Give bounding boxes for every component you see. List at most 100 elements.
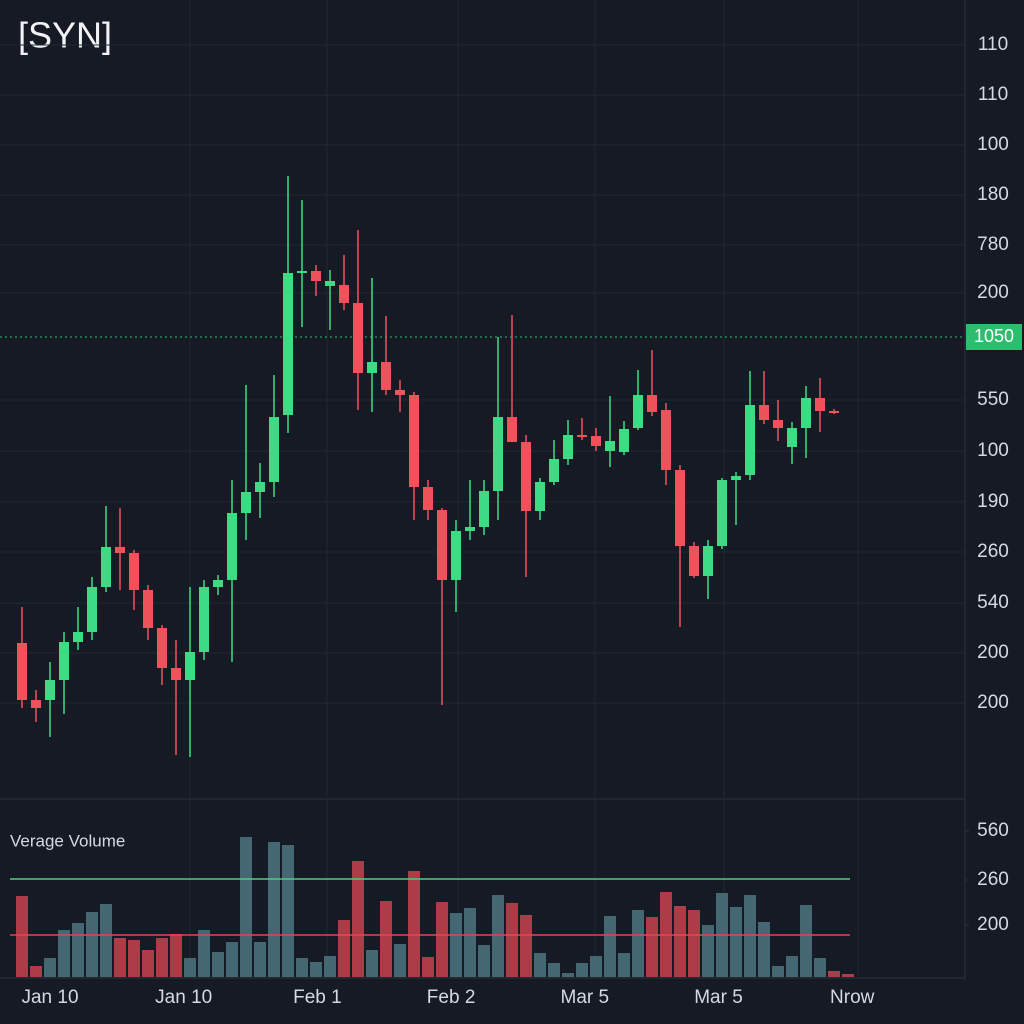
volume-bar [240, 837, 252, 977]
candle-body [479, 491, 489, 527]
y-tick-label: 190 [977, 491, 1009, 512]
volume-bar [114, 938, 126, 977]
candle-body [227, 513, 237, 580]
x-tick-label: Feb 2 [427, 987, 476, 1008]
candle-body [325, 281, 335, 286]
candle-body [787, 428, 797, 447]
x-tick-label: Nrow [830, 987, 875, 1008]
volume-bar [590, 956, 602, 977]
volume-bar [842, 974, 854, 977]
volume-bar [100, 904, 112, 977]
volume-bar [800, 905, 812, 977]
volume-bar [296, 958, 308, 977]
y-tick-label: 100 [977, 440, 1009, 461]
volume-bar [338, 920, 350, 977]
volume-bar [828, 971, 840, 977]
volume-bar [618, 953, 630, 977]
volume-bar [506, 903, 518, 977]
volume-bar [786, 956, 798, 977]
y-tick-label: 110 [978, 34, 1008, 55]
volume-bar [436, 902, 448, 977]
candle-body [535, 482, 545, 511]
candle-body [563, 435, 573, 459]
candle-body [773, 420, 783, 428]
candle-body [311, 271, 321, 281]
candle-body [521, 442, 531, 511]
candle-body [101, 547, 111, 587]
candle-body [507, 417, 517, 442]
x-tick-label: Mar 5 [561, 987, 610, 1008]
y-tick-label: 560 [977, 820, 1009, 841]
candle-body [269, 417, 279, 482]
candle-body [171, 668, 181, 680]
volume-bar [548, 963, 560, 977]
v-grid [189, 0, 859, 978]
volume-bar [744, 895, 756, 977]
candle-body [31, 700, 41, 708]
volume-bar [562, 973, 574, 977]
candle-body [745, 405, 755, 475]
candle-body [549, 459, 559, 482]
volume-bar [702, 925, 714, 977]
volume-bar [366, 950, 378, 977]
candle-body [213, 580, 223, 587]
volume-bar [268, 842, 280, 977]
volume-bar [576, 963, 588, 977]
candle-body [297, 271, 307, 273]
y-tick-label: 260 [977, 541, 1009, 562]
volume-bar [380, 901, 392, 977]
volume-bar [814, 958, 826, 977]
y-tick-label: 260 [977, 869, 1009, 890]
volume-bar [772, 966, 784, 977]
volume-bar [478, 945, 490, 977]
volume-bar [198, 930, 210, 977]
volume-bar [142, 950, 154, 977]
candle-body [395, 390, 405, 395]
volume-bar [688, 910, 700, 977]
volume-bar [674, 906, 686, 977]
volume-bar [632, 910, 644, 977]
x-tick-label: Mar 5 [694, 987, 743, 1008]
volume-bar [520, 915, 532, 977]
candle-body [815, 398, 825, 411]
candle-body [689, 546, 699, 576]
candle-body [339, 285, 349, 303]
candle-body [255, 482, 265, 492]
x-tick-label: Jan 10 [21, 987, 78, 1008]
volume-bar [352, 861, 364, 977]
candle-body [409, 395, 419, 487]
volume-bar [422, 957, 434, 977]
volume-bar [30, 966, 42, 977]
y-tick-label: 540 [977, 592, 1009, 613]
x-tick-label: Feb 1 [293, 987, 342, 1008]
candle-body [493, 417, 503, 491]
candle-body [801, 398, 811, 428]
y-tick-label: 110 [978, 84, 1008, 105]
candle-body [283, 273, 293, 415]
candle-body [199, 587, 209, 652]
volume-bar [310, 962, 322, 977]
volume-label: Verage Volume [10, 831, 125, 850]
candle-body [731, 476, 741, 480]
candle-body [451, 531, 461, 580]
candle-body [619, 429, 629, 452]
candle-body [703, 546, 713, 576]
y-tick-label: 200 [977, 282, 1009, 303]
volume-bar [254, 942, 266, 977]
candle-body [591, 436, 601, 446]
candle-body [129, 553, 139, 590]
candle-body [115, 547, 125, 553]
y-tick-label: 200 [977, 914, 1009, 935]
volume-bar [184, 958, 196, 977]
volume-bar [534, 953, 546, 977]
candle-body [353, 303, 363, 373]
volume-bar [408, 871, 420, 977]
candle-body [661, 410, 671, 470]
candle-body [605, 441, 615, 451]
candle-body [577, 435, 587, 437]
volume-bar [758, 922, 770, 977]
symbol-title: [SYN] [18, 15, 112, 56]
candle-body [59, 642, 69, 680]
